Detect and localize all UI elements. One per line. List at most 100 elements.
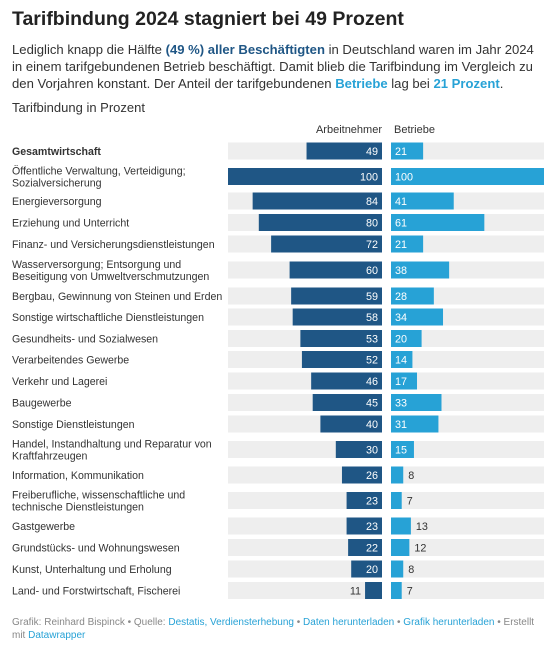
bar-employees [289, 261, 382, 279]
bar-companies [391, 287, 434, 305]
chart-subtitle: Lediglich knapp die Hälfte (49 %) aller … [12, 41, 542, 92]
value-label-employees: 46 [366, 376, 378, 388]
bar-track-companies [391, 492, 544, 509]
value-label-employees: 49 [366, 146, 378, 158]
value-label-employees: 20 [366, 564, 378, 576]
bar-employees [311, 372, 382, 390]
value-label-companies: 28 [395, 291, 407, 303]
value-label-companies: 41 [395, 196, 407, 208]
category-label: Wasserversorgung; Entsorgung und [12, 259, 181, 271]
bar-companies [391, 142, 424, 160]
bar-employees [348, 539, 382, 556]
value-label-employees: 60 [366, 265, 378, 277]
category-label: Freiberufliche, wissenschaftliche und [12, 490, 185, 502]
section-label: Tarifbindung in Prozent [12, 100, 145, 115]
bar-companies [391, 192, 454, 210]
bar-employees [351, 560, 382, 578]
chart-title: Tarifbindung 2024 stagniert bei 49 Proze… [12, 8, 404, 30]
value-label-companies: 17 [395, 376, 407, 388]
category-label: Sonstige wirtschaftliche Dienstleistunge… [12, 312, 204, 324]
bar-employees [301, 351, 382, 368]
bar-companies [391, 466, 404, 484]
footer: Grafik: Reinhard Bispinck • Quelle: Dest… [12, 617, 535, 641]
bar-companies [391, 441, 414, 458]
category-label: Finanz- und Versicherungsdienstleistunge… [12, 239, 215, 251]
category-label: Öffentliche Verwaltung, Verteidigung; [12, 166, 186, 178]
value-label-employees: 58 [366, 312, 378, 324]
category-label: Kunst, Unterhaltung und Erholung [12, 564, 172, 576]
value-label-companies: 7 [407, 586, 413, 598]
value-label-companies: 8 [408, 470, 414, 482]
value-label-employees: 40 [366, 419, 378, 431]
category-label: Handel, Instandhaltung und Reparatur von [12, 439, 212, 451]
bar-track-employees [228, 582, 382, 599]
category-label: Land- und Forstwirtschaft, Fischerei [12, 586, 180, 598]
bar-companies [391, 235, 424, 253]
bar-companies [391, 214, 485, 231]
category-label: Bergbau, Gewinnung von Steinen und Erden [12, 291, 222, 303]
download-chart-link[interactable]: Grafik herunterladen [403, 617, 495, 628]
value-label-employees: 23 [366, 496, 378, 508]
category-label: Beseitigung von Umweltverschmutzungen [12, 271, 209, 283]
value-label-companies: 12 [414, 543, 426, 555]
value-label-employees: 30 [366, 445, 378, 457]
bar-track-companies [391, 372, 544, 390]
value-label-companies: 20 [395, 334, 407, 346]
category-label: Verkehr und Lagerei [12, 376, 107, 388]
value-label-employees: 45 [366, 398, 378, 410]
bar-track-employees [228, 517, 382, 535]
category-label: Sonstige Dienstleistungen [12, 419, 135, 431]
source-link[interactable]: Destatis, Verdiensterhebung [168, 617, 294, 628]
bar-chart: Gesamtwirtschaft 49 21 Öffentliche Verwaltu… [12, 142, 544, 599]
column-header-companies: Betriebe [394, 124, 435, 136]
bar-companies [391, 308, 444, 326]
value-label-employees: 53 [366, 334, 378, 346]
value-label-companies: 7 [407, 496, 413, 508]
value-label-companies: 34 [395, 312, 407, 324]
value-label-employees: 72 [366, 239, 378, 251]
bar-companies [391, 330, 422, 347]
bar-employees [335, 441, 382, 458]
bar-track-employees [228, 539, 382, 556]
value-label-employees: 59 [366, 291, 378, 303]
value-label-employees: 23 [366, 521, 378, 533]
bar-companies [391, 372, 418, 390]
datawrapper-link[interactable]: Datawrapper [28, 630, 86, 641]
bar-track-companies [391, 351, 544, 368]
bar-companies [391, 539, 410, 556]
bar-employees [346, 517, 382, 535]
category-label: Gesundheits- und Sozialwesen [12, 334, 158, 346]
category-label: Sozialversicherung [12, 178, 102, 190]
bar-companies [391, 517, 411, 535]
bar-employees [258, 214, 382, 231]
bar-employees [300, 330, 382, 347]
bar-companies [391, 560, 404, 578]
value-label-companies: 8 [408, 564, 414, 576]
download-data-link[interactable]: Daten herunterladen [303, 617, 395, 628]
bar-employees [228, 168, 382, 185]
bar-track-companies [391, 330, 544, 347]
value-label-employees: 26 [366, 470, 378, 482]
subtitle-text-4: . [499, 76, 504, 91]
value-label-companies: 100 [395, 172, 413, 184]
bar-employees [292, 308, 382, 326]
value-label-employees: 84 [366, 196, 378, 208]
subtitle-highlight-companies: Betriebe [335, 76, 388, 91]
value-label-employees: 52 [366, 355, 378, 367]
bar-companies [391, 261, 450, 279]
category-label: Kraftfahrzeugen [12, 451, 87, 463]
value-label-companies: 61 [395, 218, 407, 230]
subtitle-text-1: Lediglich knapp die Hälfte [12, 42, 166, 57]
value-label-companies: 21 [395, 239, 407, 251]
value-label-companies: 21 [395, 146, 407, 158]
bar-track-employees [228, 492, 382, 509]
bar-companies [391, 582, 402, 599]
bar-employees [320, 415, 382, 433]
value-label-companies: 33 [395, 398, 407, 410]
bar-track-companies [391, 517, 544, 535]
bar-employees [252, 192, 382, 210]
column-header-employees: Arbeitnehmer [315, 124, 382, 136]
category-label: Grundstücks- und Wohnungswesen [12, 543, 180, 555]
subtitle-highlight-companies-share: 21 Prozent [433, 76, 500, 91]
